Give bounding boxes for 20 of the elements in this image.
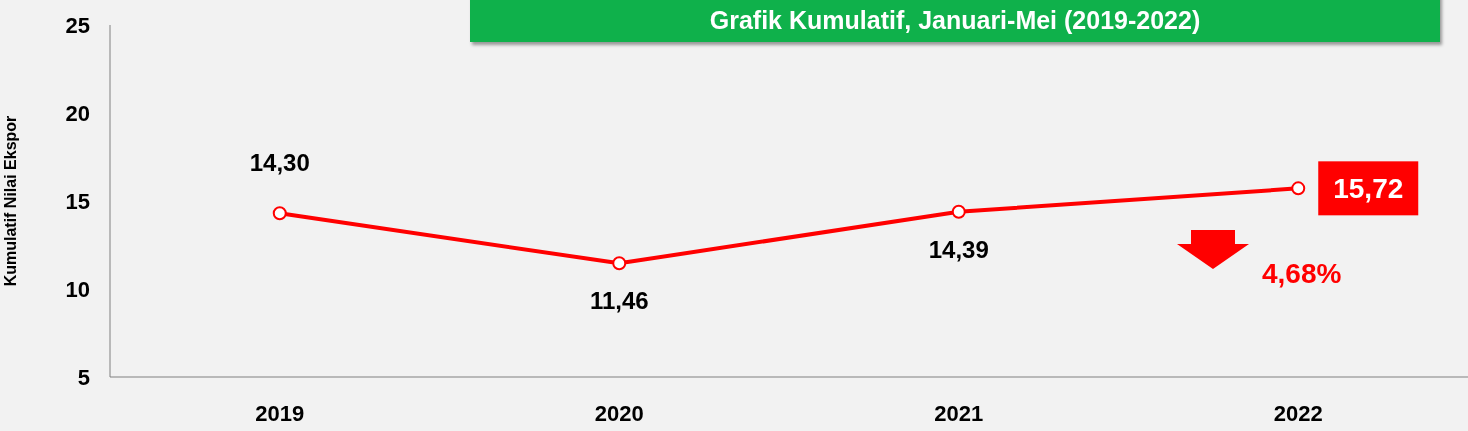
x-tick-label: 2022 (1273, 400, 1323, 426)
x-tick-label: 2019 (255, 400, 305, 426)
y-tick-label: 5 (77, 364, 90, 390)
data-label: 11,46 (589, 287, 649, 315)
y-tick-label: 25 (65, 12, 90, 38)
title-banner: Grafik Kumulatif, Januari-Mei (2019-2022) (470, 0, 1440, 42)
annotation: 4,68% (1262, 258, 1342, 290)
point (272, 206, 287, 221)
y-axis-title: Kumulatif Nilai Ekspor (1, 115, 19, 287)
point (951, 204, 966, 219)
point (612, 256, 627, 271)
y-tick-label: 15 (65, 188, 90, 214)
x-tick-label: 2020 (594, 400, 644, 426)
y-tick-label: 20 (65, 100, 90, 126)
data-label: 14,39 (928, 235, 989, 263)
point (1291, 181, 1306, 196)
data-label: 15,72 (1333, 173, 1404, 205)
x-tick-label: 2021 (934, 400, 984, 426)
data-label: 14,30 (249, 149, 310, 177)
y-tick-label: 10 (65, 276, 90, 302)
